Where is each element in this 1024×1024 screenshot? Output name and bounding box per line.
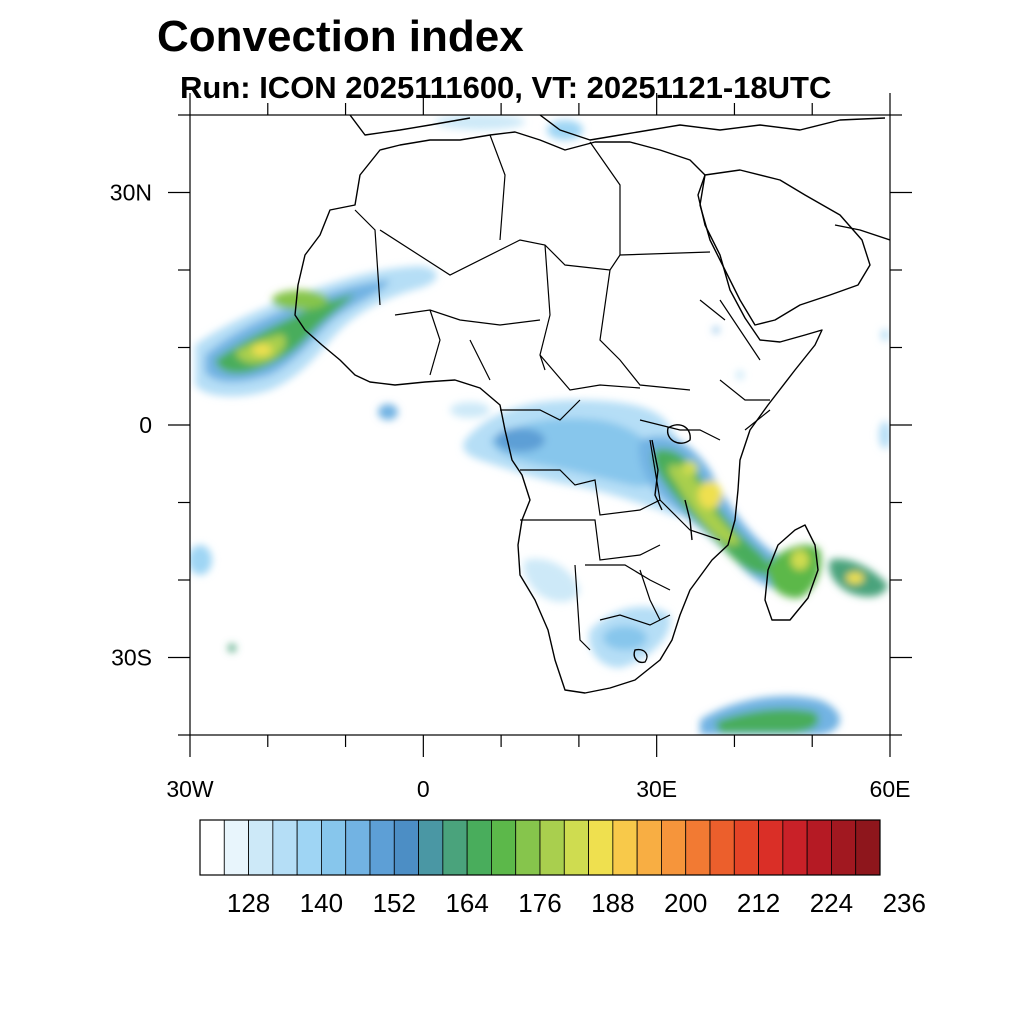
colorbar-label: 140 xyxy=(300,888,343,918)
colorbar-swatch xyxy=(272,819,298,876)
y-axis: 30N 0 30S xyxy=(110,114,912,736)
x-tick-label: 0 xyxy=(417,776,430,802)
colorbar-swatch xyxy=(636,819,662,876)
colorbar-label: 200 xyxy=(664,888,707,918)
colorbar-swatch xyxy=(539,819,565,876)
colorbar-swatch xyxy=(466,819,492,876)
x-tick-label: 30W xyxy=(166,776,214,802)
colorbar-swatch xyxy=(199,819,225,876)
colorbar-swatch xyxy=(442,819,468,876)
colorbar-swatch xyxy=(709,819,735,876)
colorbar-swatch xyxy=(685,819,711,876)
colorbar-swatch xyxy=(661,819,687,876)
x-axis: 30W 0 30E 60E xyxy=(166,93,910,802)
colorbar-frame xyxy=(199,819,881,876)
colorbar-swatch xyxy=(831,819,857,876)
lakes xyxy=(633,424,693,664)
colorbar-swatch xyxy=(758,819,784,876)
colorbar-swatch xyxy=(345,819,371,876)
colorbar-swatch xyxy=(806,819,832,876)
x-tick-label: 60E xyxy=(870,776,911,802)
chart-title: Convection index xyxy=(157,12,524,61)
colorbar-swatch xyxy=(491,819,517,876)
colorbar-swatch xyxy=(296,819,322,876)
colorbar-swatch xyxy=(588,819,614,876)
country-borders xyxy=(354,134,771,651)
colorbar-label: 164 xyxy=(445,888,488,918)
colorbar-swatch xyxy=(515,819,541,876)
colorbar-swatch xyxy=(223,819,249,876)
colorbar-swatch xyxy=(248,819,274,876)
colorbar-label: 128 xyxy=(227,888,270,918)
colorbar-swatch xyxy=(612,819,638,876)
colorbar-label: 236 xyxy=(883,888,926,918)
x-tick-label: 30E xyxy=(636,776,677,802)
coastlines xyxy=(294,115,890,694)
colorbar-label: 188 xyxy=(591,888,634,918)
convection-field xyxy=(190,115,890,735)
colorbar-swatch xyxy=(855,819,881,876)
colorbar-label: 224 xyxy=(810,888,853,918)
colorbar-label: 152 xyxy=(373,888,416,918)
colorbar-swatch xyxy=(321,819,347,876)
colorbar-swatch xyxy=(563,819,589,876)
y-tick-label: 0 xyxy=(139,412,152,438)
y-tick-label: 30N xyxy=(110,180,152,206)
colorbar: 128 140 152 164 176 188 200 212 224 236 xyxy=(199,819,926,918)
map-plot-area xyxy=(190,115,890,735)
colorbar-swatch xyxy=(393,819,419,876)
colorbar-swatch xyxy=(733,819,759,876)
colorbar-label: 176 xyxy=(518,888,561,918)
colorbar-swatch xyxy=(418,819,444,876)
y-tick-label: 30S xyxy=(111,645,152,671)
colorbar-label: 212 xyxy=(737,888,780,918)
colorbar-swatch xyxy=(369,819,395,876)
chart-subtitle: Run: ICON 2025111600, VT: 20251121-18UTC xyxy=(180,70,832,105)
colorbar-swatch xyxy=(782,819,808,876)
